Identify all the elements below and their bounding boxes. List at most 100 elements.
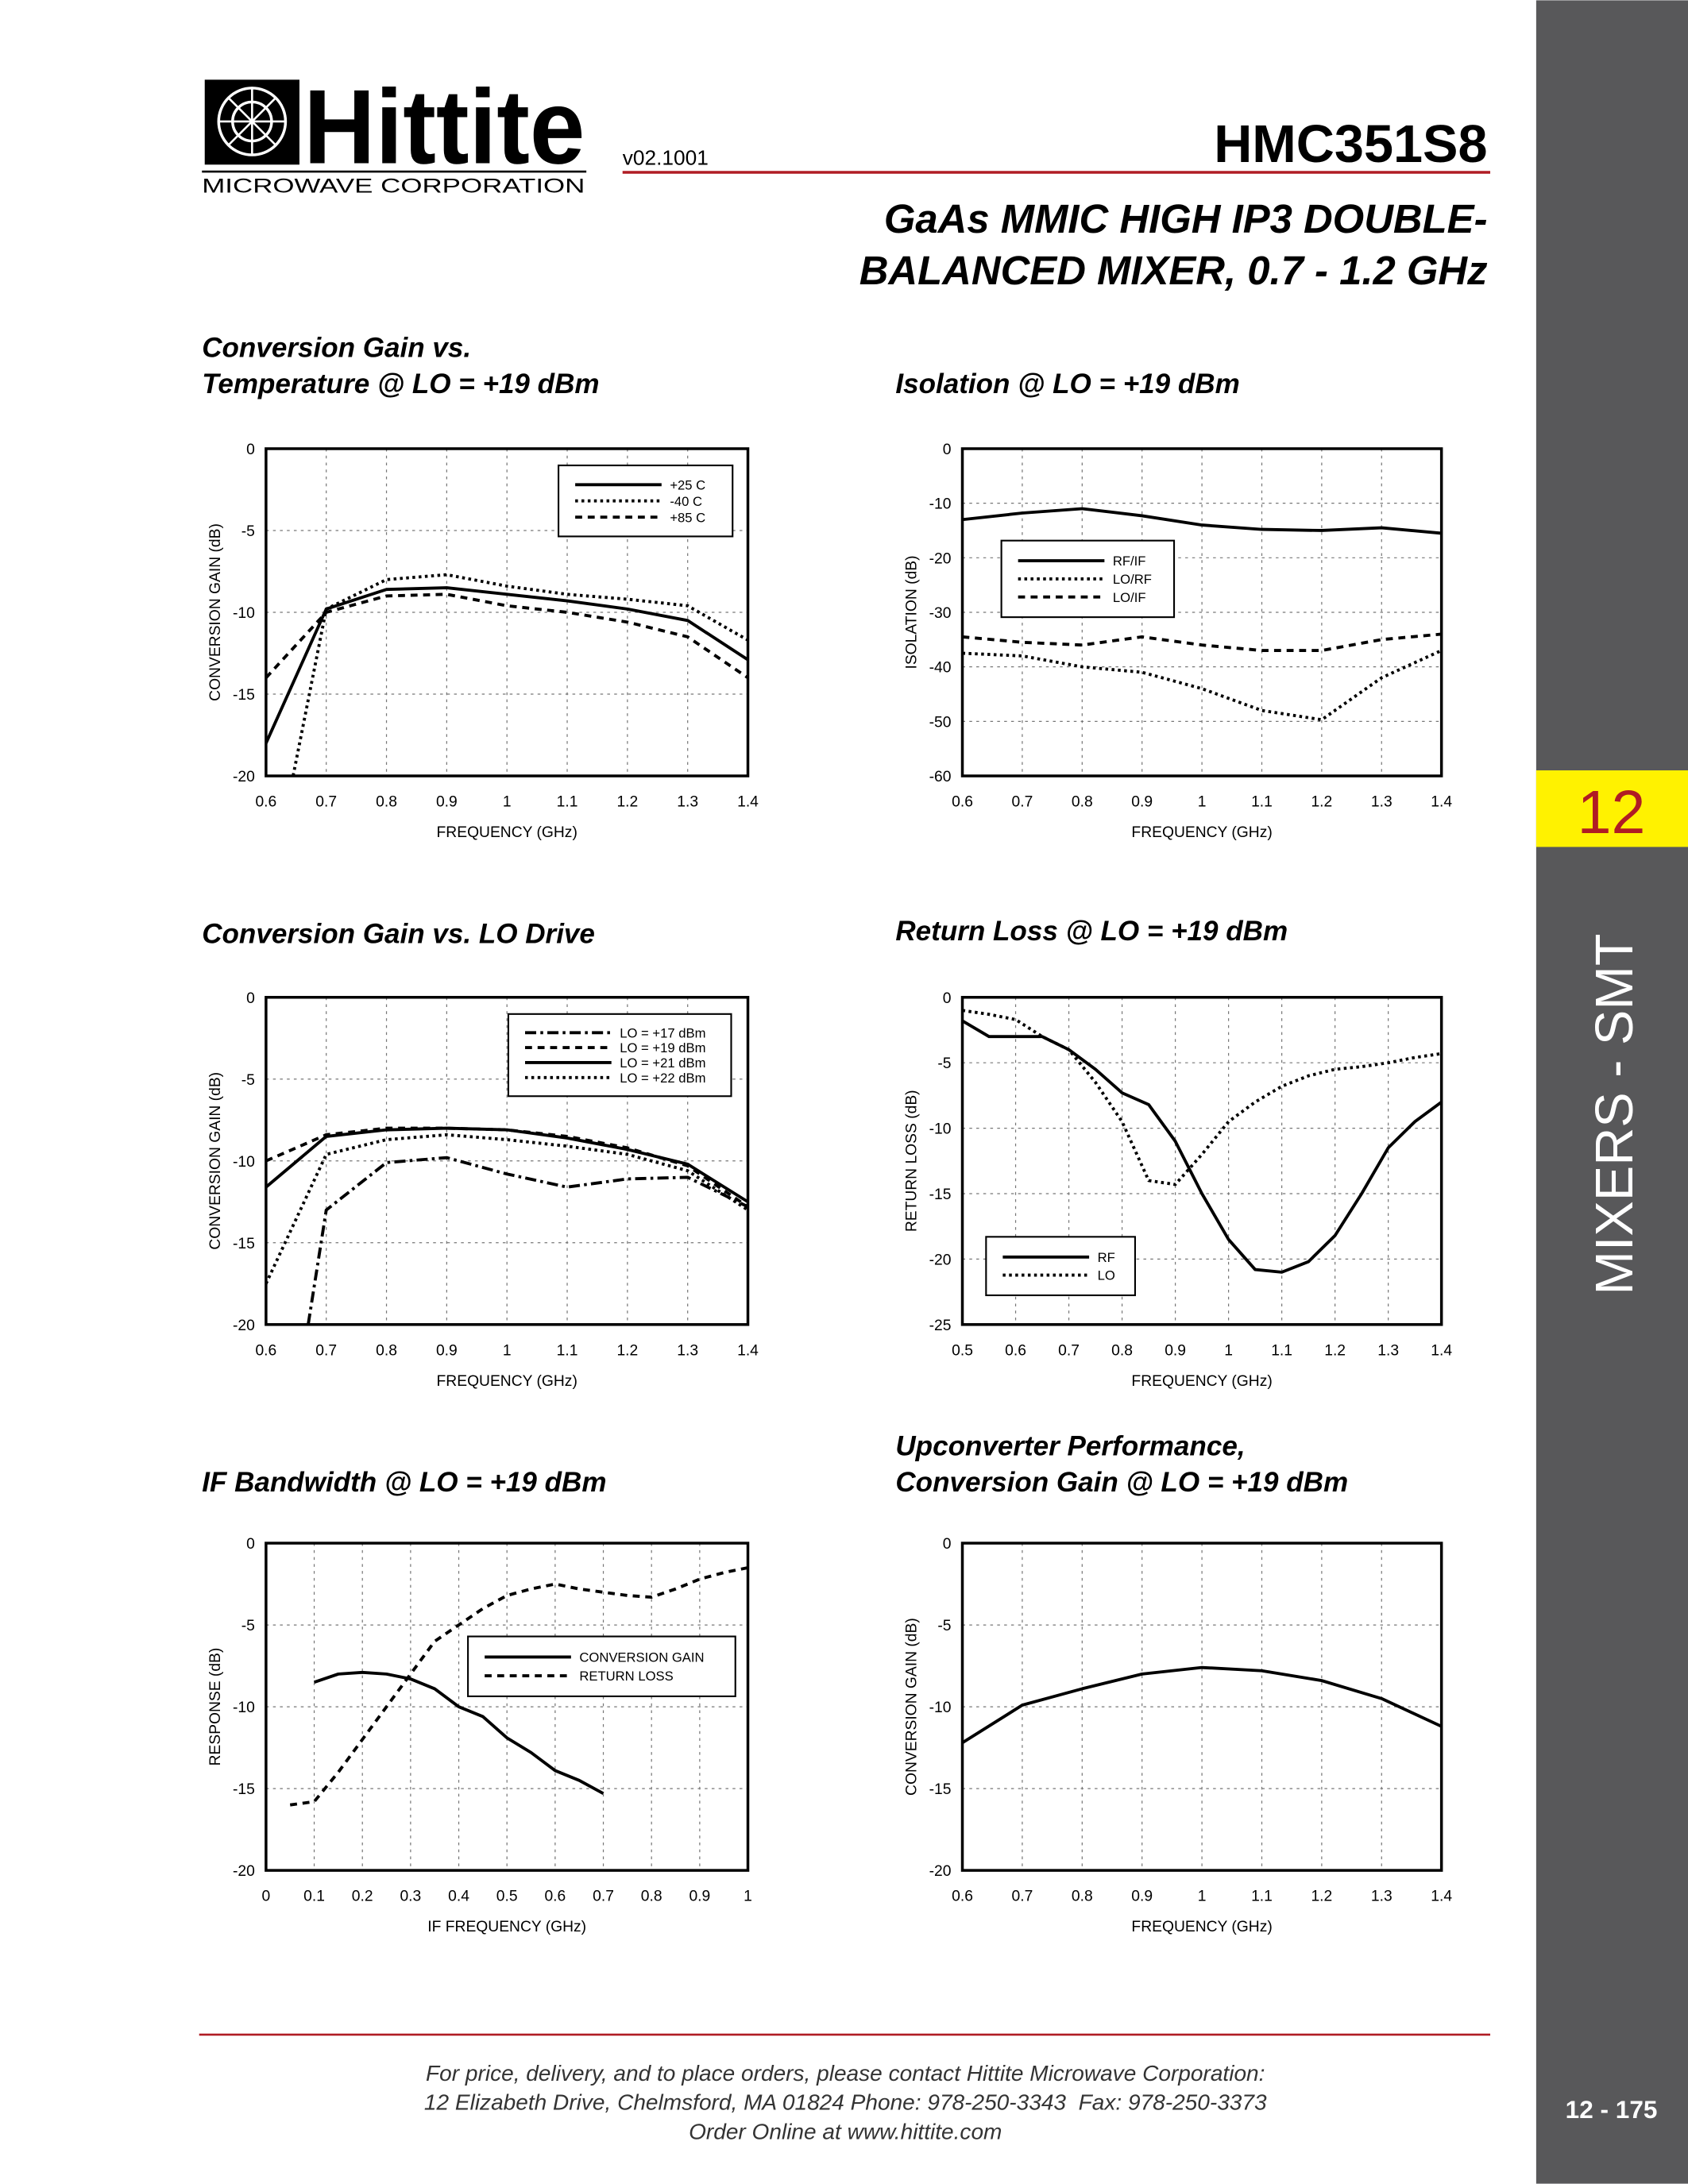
x-axis-label: FREQUENCY (GHz) [437,1373,577,1390]
chart-title: Conversion Gain vs. LO Drive [202,918,595,949]
x-tick-label: 0.9 [436,1342,458,1359]
legend-label: LO = +17 dBm [620,1025,705,1040]
y-tick-label: -5 [937,1055,951,1072]
y-tick-label: -50 [929,714,952,731]
y-tick-label: 0 [943,990,952,1007]
legend-label: -40 C [670,494,702,509]
x-tick-label: 0.2 [352,1889,373,1905]
data-line [962,1019,1442,1274]
x-tick-label: 1.3 [1371,1889,1393,1905]
y-tick-label: -25 [929,1318,952,1334]
x-tick-label: 0.8 [1111,1342,1133,1359]
legend-label: LO/IF [1113,590,1146,605]
sidebar [1535,0,1688,2184]
data-line [289,1566,748,1807]
y-tick-label: -20 [233,769,255,785]
x-tick-label: 1.4 [1431,1342,1452,1359]
x-tick-label: 0.7 [1012,794,1033,811]
legend-label: LO = +21 dBm [620,1055,705,1071]
x-tick-label: 0.7 [1058,1342,1080,1359]
legend-label: CONVERSION GAIN [579,1650,704,1665]
legend: CONVERSION GAIN RETURN LOSS [467,1635,736,1697]
chart: Isolation @ LO = +19 dBm 0 -10 -20 -30 -40 -50… [895,369,1452,841]
y-tick-label: -15 [233,1236,255,1252]
data-line [962,1665,1442,1745]
y-axis-label: CONVERSION GAIN (dB) [904,1618,921,1796]
charts: Conversion Gain vs. Temperature @ LO = +1… [202,332,1452,1935]
chart: Return Loss @ LO = +19 dBm 0 -5 -10 -15 -20 -2… [895,916,1452,1390]
y-tick-label: -20 [929,1863,952,1880]
x-tick-label: 0.8 [1072,794,1093,811]
plot-frame [265,1542,750,1872]
legend-label: LO/RF [1113,572,1152,587]
x-tick-label: 0.6 [255,794,276,811]
x-tick-label: 1.1 [1251,1889,1273,1905]
legend-label: LO = +19 dBm [620,1040,705,1055]
y-axis-label: CONVERSION GAIN (dB) [207,523,224,701]
y-tick-label: 0 [943,1536,952,1553]
x-tick-label: 1.3 [677,794,698,811]
chart: Upconverter Performance, Conversion Gain … [895,1431,1452,1936]
doc-title: BALANCED MIXER, 0.7 - 1.2 GHz [859,248,1488,293]
y-axis-label: RESPONSE (dB) [207,1648,224,1766]
data-line [292,573,748,777]
x-tick-label: 0.9 [1131,794,1153,811]
plot-frame [960,996,1443,1326]
data-line [962,632,1442,652]
y-tick-label: -10 [929,1700,952,1716]
legend: +25 C -40 C+85 C [558,464,734,538]
y-axis-label: RETURN LOSS (dB) [904,1090,921,1232]
x-tick-label: 1 [1224,1342,1233,1359]
x-tick-label: 1.3 [677,1342,698,1359]
x-tick-label: 1.4 [1431,1889,1452,1905]
y-tick-label: 0 [943,442,952,458]
x-tick-label: 1.2 [1311,1889,1332,1905]
y-tick-label: 0 [246,990,255,1007]
page-number: 12 - 175 [1566,2095,1658,2124]
y-tick-label: -15 [233,1781,255,1798]
x-tick-label: 0.8 [1072,1889,1093,1905]
x-tick-label: 0.1 [303,1889,325,1905]
legend-label: +85 C [670,510,705,525]
x-tick-label: 0.8 [376,794,397,811]
legend-box [507,1013,732,1098]
x-axis-label: FREQUENCY (GHz) [1131,824,1272,841]
section-tab [1535,770,1688,847]
x-tick-label: 1.4 [737,1342,759,1359]
chart-title: Upconverter Performance, [895,1431,1245,1462]
y-tick-label: 0 [246,1536,255,1553]
y-tick-label: -5 [241,523,255,540]
chart-title: IF Bandwidth @ LO = +19 dBm [202,1467,606,1498]
legend: RF/IF LO/RF LO/IF [1000,539,1176,619]
chart-title: Conversion Gain vs. [202,332,471,363]
data-line [265,1126,748,1203]
chart-title: Isolation @ LO = +19 dBm [895,369,1239,399]
y-tick-label: -5 [937,1618,951,1634]
plot-frame [265,996,750,1326]
x-tick-label: 0.7 [315,794,337,811]
data-line [265,1133,748,1285]
x-tick-label: 0.7 [593,1889,614,1905]
y-axis-label: CONVERSION GAIN (dB) [207,1072,224,1250]
footer-text: 12 Elizabeth Drive, Chelmsford, MA 01824… [424,2090,1267,2115]
x-tick-label: 1 [744,1889,752,1905]
x-tick-label: 1.2 [1311,794,1332,811]
x-axis-label: IF FREQUENCY (GHz) [427,1919,586,1935]
plot-frame [265,447,750,778]
x-tick-label: 0.5 [496,1889,518,1905]
x-tick-label: 1 [503,794,512,811]
x-tick-label: 0.7 [315,1342,337,1359]
x-tick-label: 1.1 [557,794,578,811]
x-tick-label: 1.2 [1324,1342,1346,1359]
section-number: 12 [1578,778,1646,847]
chart: Conversion Gain vs. Temperature @ LO = +1… [202,332,759,841]
y-tick-label: -15 [233,687,255,704]
x-tick-label: 0.8 [641,1889,662,1905]
plot-frame [960,447,1443,778]
legend: RF LO [985,1236,1136,1297]
x-tick-label: 1 [1198,794,1207,811]
x-tick-label: 0.6 [952,1889,973,1905]
y-tick-label: -20 [929,1252,952,1268]
chart: Conversion Gain vs. LO Drive 0 -5 -10 -15 -20… [202,918,759,1390]
